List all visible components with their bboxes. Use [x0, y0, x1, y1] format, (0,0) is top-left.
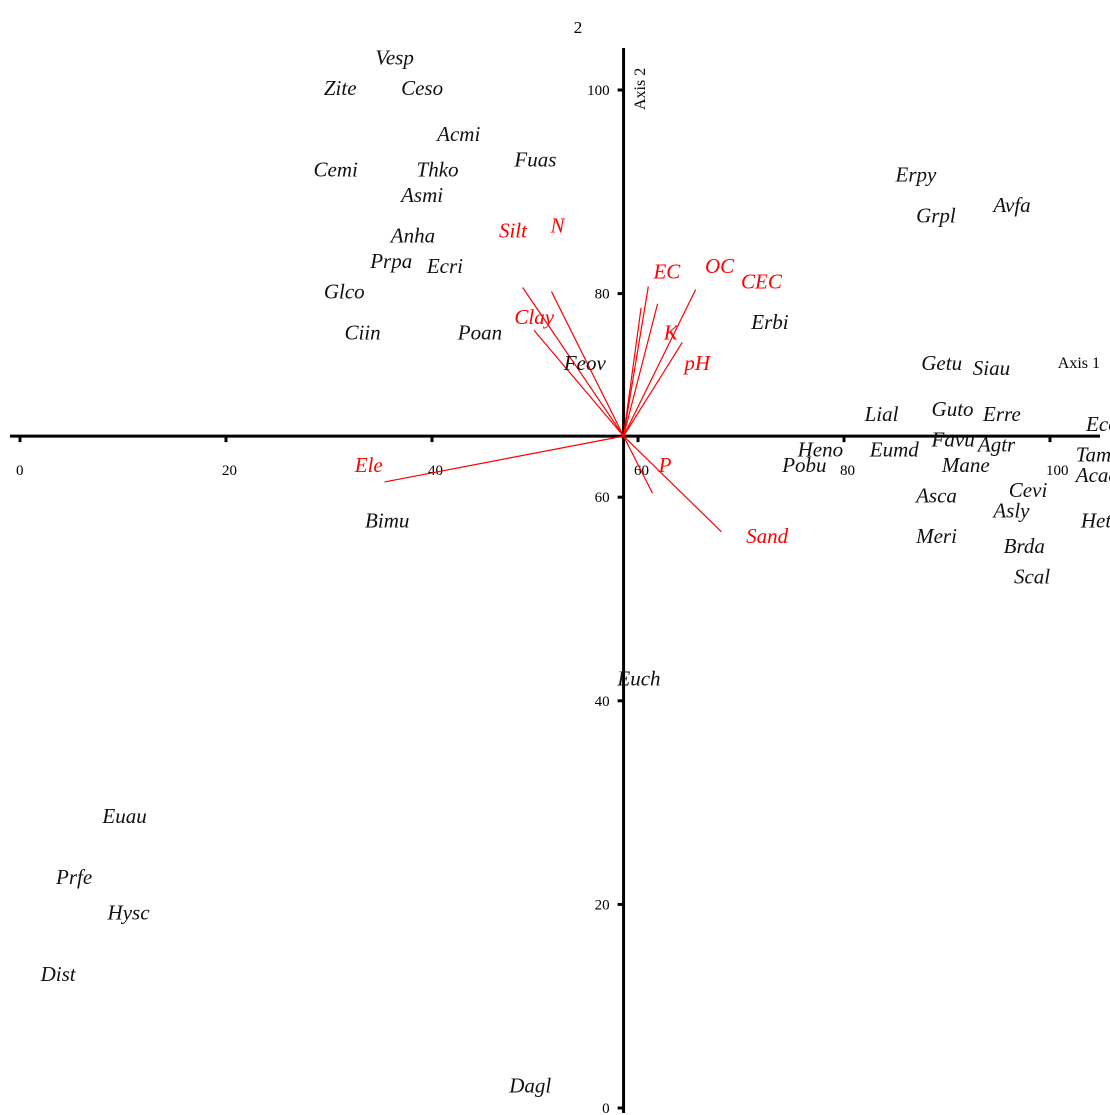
species-label-asly: Asly: [991, 499, 1030, 523]
species-label-zite: Zite: [324, 76, 357, 100]
y-tick-label: 100: [587, 83, 610, 99]
species-label-ceso: Ceso: [401, 76, 443, 100]
species-label-tamo: Tamo: [1076, 443, 1110, 467]
x-tick-label: 100: [1046, 463, 1069, 479]
y-tick-label: 0: [602, 1101, 610, 1115]
species-label-ecri: Ecri: [426, 254, 463, 278]
species-label-fuas: Fuas: [513, 147, 556, 171]
species-label-poan: Poan: [457, 320, 502, 344]
species-label-ecor: Ecor: [1085, 412, 1110, 436]
env-vector-n: [550, 291, 625, 437]
species-label-erre: Erre: [982, 402, 1021, 426]
y-tick-label: 80: [595, 287, 610, 303]
species-label-grpl: Grpl: [916, 203, 956, 227]
env-label-k: K: [663, 320, 679, 344]
env-label-clay: Clay: [514, 305, 554, 329]
species-label-dagl: Dagl: [508, 1074, 551, 1098]
species-label-erpy: Erpy: [895, 163, 938, 187]
env-label-ele: Ele: [354, 453, 383, 477]
y-axis-label: Axis 2: [632, 68, 649, 110]
species-label-acmi: Acmi: [435, 122, 480, 146]
species-label-brda: Brda: [1004, 534, 1045, 558]
env-label-silt: Silt: [499, 219, 528, 243]
y-tick-label: 60: [595, 490, 610, 506]
species-label-glco: Glco: [324, 280, 365, 304]
y-tick-label: 40: [595, 694, 610, 710]
species-label-asca: Asca: [914, 483, 957, 507]
species-label-guto: Guto: [932, 397, 974, 421]
species-label-favu: Favu: [931, 427, 975, 451]
env-vector-oc: [623, 289, 697, 437]
species-label-ciin: Ciin: [344, 320, 380, 344]
env-vector-ph: [623, 342, 683, 437]
x-tick-label: 0: [16, 463, 24, 479]
env-label-sand: Sand: [746, 524, 789, 548]
env-label-cec: CEC: [741, 270, 783, 294]
env-vector-ec: [622, 286, 649, 437]
species-label-mane: Mane: [941, 453, 990, 477]
env-label-ec: EC: [652, 259, 681, 283]
x-tick-label: 80: [840, 463, 855, 479]
env-vector-clay: [533, 329, 625, 437]
species-label-prfe: Prfe: [55, 865, 92, 889]
y-tick-label: 20: [595, 897, 610, 913]
species-label-pobu: Pobu: [781, 453, 826, 477]
species-label-vesp: Vesp: [375, 46, 414, 70]
species-label-feov: Feov: [563, 351, 607, 375]
species-label-agtr: Agtr: [976, 432, 1016, 456]
species-label-meri: Meri: [915, 524, 957, 548]
species-label-cemi: Cemi: [314, 158, 358, 182]
env-vector-ele: [384, 435, 624, 483]
env-label-oc: OC: [705, 254, 735, 278]
species-label-anha: Anha: [389, 224, 435, 248]
species-label-hysc: Hysc: [107, 901, 151, 925]
species-label-avfa: Avfa: [991, 193, 1030, 217]
x-tick-label: 40: [428, 463, 443, 479]
env-label-n: N: [549, 214, 565, 238]
x-axis-label: Axis 1: [1058, 355, 1100, 372]
species-label-siau: Siau: [973, 356, 1010, 380]
species-label-prpa: Prpa: [369, 249, 412, 273]
chart-title: 2: [574, 18, 583, 37]
species-label-cevi: Cevi: [1009, 478, 1048, 502]
species-label-scal: Scal: [1014, 565, 1050, 589]
env-vector-p: [623, 435, 653, 494]
species-label-dist: Dist: [40, 962, 77, 986]
env-vector-k: [622, 307, 642, 437]
species-label-asmi: Asmi: [399, 183, 443, 207]
species-label-hete: Hete: [1080, 509, 1110, 533]
env-vector-sand: [623, 435, 722, 533]
species-label-eumd: Eumd: [869, 437, 919, 461]
species-label-getu: Getu: [921, 351, 962, 375]
species-label-heno: Heno: [797, 437, 844, 461]
env-vector-silt: [522, 287, 625, 437]
x-tick-label: 20: [222, 463, 237, 479]
species-label-acac: Acac: [1074, 463, 1110, 487]
species-label-erbi: Erbi: [750, 310, 789, 334]
species-label-euau: Euau: [101, 804, 146, 828]
env-label-ph: pH: [682, 351, 712, 375]
axes: 020406080100020406080100: [10, 48, 1100, 1115]
species-label-lial: Lial: [864, 402, 899, 426]
species-label-euch: Euch: [616, 667, 660, 691]
env-vector-cec: [622, 303, 659, 437]
species-label-bimu: Bimu: [365, 509, 409, 533]
env-label-p: P: [658, 453, 672, 477]
species-label-thko: Thko: [417, 158, 459, 182]
